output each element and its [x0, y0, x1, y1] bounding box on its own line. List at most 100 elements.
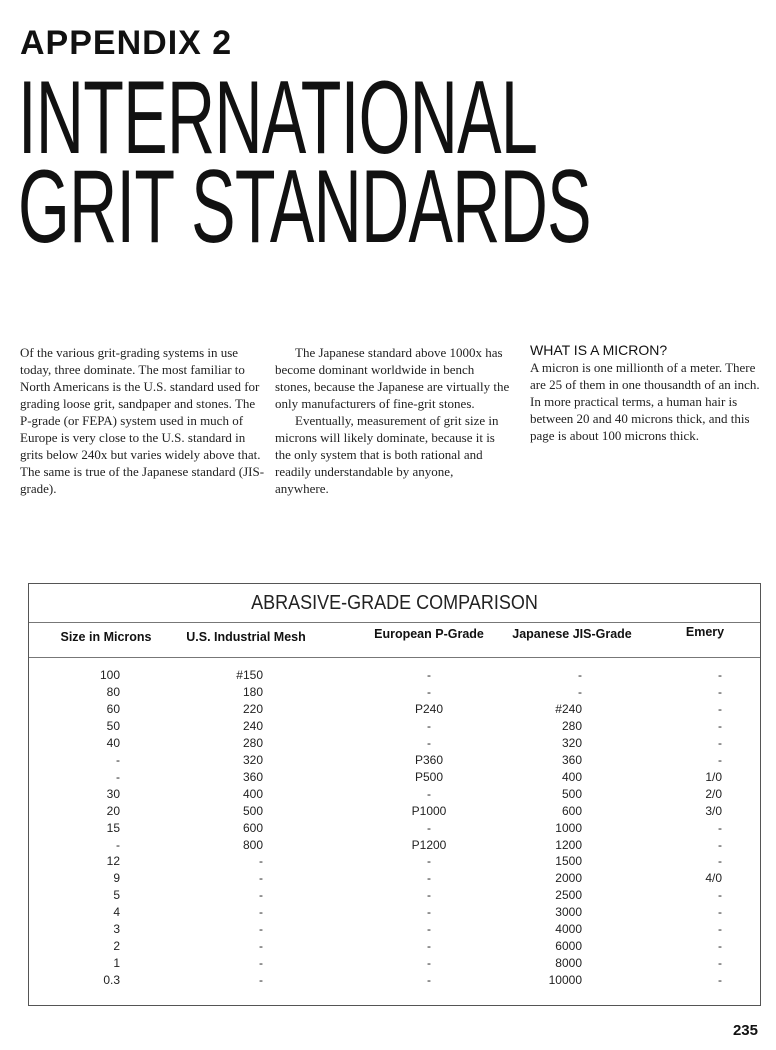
- us-mesh-cell: -: [259, 973, 263, 988]
- emery-cell: -: [718, 888, 722, 903]
- us-mesh-cell: 400: [242, 786, 263, 801]
- european-cell: P1000: [411, 803, 447, 818]
- us-mesh-cell: -: [259, 854, 263, 869]
- sidebar-heading: WHAT IS A MICRON?: [530, 342, 668, 358]
- european-cell: -: [427, 973, 431, 988]
- us-mesh-cell: 360: [242, 769, 263, 784]
- size-cell: 60: [106, 701, 120, 716]
- us-mesh-cell: -: [259, 888, 263, 903]
- paragraph: Of the various grit-grading systems in u…: [20, 345, 265, 496]
- table-row: 50 240 - 280 -: [29, 719, 760, 736]
- us-mesh-cell: 240: [242, 718, 263, 733]
- size-cell: 1: [113, 956, 120, 971]
- us-mesh-cell: -: [259, 922, 263, 937]
- european-cell: -: [427, 956, 431, 971]
- european-cell: P360: [414, 752, 444, 767]
- european-cell: -: [427, 888, 431, 903]
- table-row: 9 - - 2000 4/0: [29, 871, 760, 888]
- japanese-cell: 1500: [555, 854, 582, 869]
- japanese-cell: 400: [561, 769, 582, 784]
- european-cell: -: [427, 939, 431, 954]
- size-cell: 5: [113, 888, 120, 903]
- table-row: 3 - - 4000 -: [29, 922, 760, 939]
- grade-comparison-table: ABRASIVE-GRADE COMPARISON Size in Micron…: [28, 583, 761, 1006]
- japanese-cell: -: [578, 684, 582, 699]
- size-cell: 4: [113, 905, 120, 920]
- emery-cell: -: [718, 718, 722, 733]
- us-mesh-cell: 180: [242, 684, 263, 699]
- size-cell: 0.3: [103, 973, 120, 988]
- table-row: 4 - - 3000 -: [29, 905, 760, 922]
- table-row: 100 #150 - - -: [29, 668, 760, 685]
- european-cell: -: [427, 871, 431, 886]
- size-cell: 12: [106, 854, 120, 869]
- table-row: - 800 P1200 1200 -: [29, 838, 760, 855]
- japanese-cell: 280: [561, 718, 582, 733]
- us-mesh-cell: 220: [242, 701, 263, 716]
- european-cell: P500: [414, 769, 444, 784]
- japanese-cell: 600: [561, 803, 582, 818]
- header-japanese: Japanese JIS-Grade: [512, 627, 632, 641]
- japanese-cell: 320: [561, 735, 582, 750]
- table-row: 2 - - 6000 -: [29, 939, 760, 956]
- emery-cell: 4/0: [705, 871, 722, 886]
- table-row: - 360 P500 400 1/0: [29, 770, 760, 787]
- size-cell: 30: [106, 786, 120, 801]
- european-cell: -: [427, 922, 431, 937]
- emery-cell: -: [718, 905, 722, 920]
- european-cell: -: [427, 786, 431, 801]
- emery-cell: -: [718, 668, 722, 682]
- japanese-cell: 1200: [555, 837, 582, 852]
- header-emery: Emery: [685, 625, 725, 639]
- japanese-cell: 6000: [555, 939, 582, 954]
- japanese-cell: 4000: [555, 922, 582, 937]
- size-cell: 2: [113, 939, 120, 954]
- european-cell: -: [427, 668, 431, 682]
- japanese-cell: 8000: [555, 956, 582, 971]
- table-row: 20 500 P1000 600 3/0: [29, 804, 760, 821]
- table-row: 30 400 - 500 2/0: [29, 787, 760, 804]
- european-cell: -: [427, 854, 431, 869]
- us-mesh-cell: 500: [242, 803, 263, 818]
- european-cell: -: [427, 820, 431, 835]
- emery-cell: -: [718, 752, 722, 767]
- size-cell: 3: [113, 922, 120, 937]
- emery-cell: -: [718, 735, 722, 750]
- european-cell: P1200: [411, 837, 447, 852]
- body-column-1: Of the various grit-grading systems in u…: [20, 344, 265, 497]
- japanese-cell: -: [578, 668, 582, 682]
- size-cell: 100: [99, 668, 120, 682]
- emery-cell: -: [718, 956, 722, 971]
- page-title-line-2: GRIT STANDARDS: [18, 149, 592, 265]
- size-cell: -: [116, 752, 120, 767]
- emery-cell: -: [718, 701, 722, 716]
- emery-cell: -: [718, 854, 722, 869]
- us-mesh-cell: 320: [242, 752, 263, 767]
- sidebar-text: A micron is one millionth of a meter. Th…: [530, 360, 760, 443]
- size-cell: 15: [106, 820, 120, 835]
- table-row: 80 180 - - -: [29, 685, 760, 702]
- emery-cell: 1/0: [705, 769, 722, 784]
- table-row: 0.3 - - 10000 -: [29, 973, 760, 990]
- european-cell: -: [427, 718, 431, 733]
- body-column-2: The Japanese standard above 1000x has be…: [275, 344, 510, 497]
- us-mesh-cell: -: [259, 939, 263, 954]
- us-mesh-cell: 600: [242, 820, 263, 835]
- header-us-mesh: U.S. Industrial Mesh: [186, 630, 306, 644]
- emery-cell: -: [718, 837, 722, 852]
- emery-cell: -: [718, 973, 722, 988]
- micron-sidebar: WHAT IS A MICRON? A micron is one millio…: [530, 342, 768, 444]
- us-mesh-cell: -: [259, 905, 263, 920]
- size-cell: 40: [106, 735, 120, 750]
- size-cell: -: [116, 837, 120, 852]
- page-title-line-1: INTERNATIONAL: [18, 60, 538, 176]
- paragraph: Eventually, measurement of grit size in …: [275, 413, 499, 496]
- emery-cell: -: [718, 820, 722, 835]
- japanese-cell: 360: [561, 752, 582, 767]
- appendix-label: APPENDIX 2: [20, 24, 233, 62]
- us-mesh-cell: 800: [242, 837, 263, 852]
- header-european: European P-Grade: [374, 627, 484, 641]
- japanese-cell: #240: [555, 701, 582, 716]
- japanese-cell: 500: [561, 786, 582, 801]
- japanese-cell: 10000: [548, 973, 582, 988]
